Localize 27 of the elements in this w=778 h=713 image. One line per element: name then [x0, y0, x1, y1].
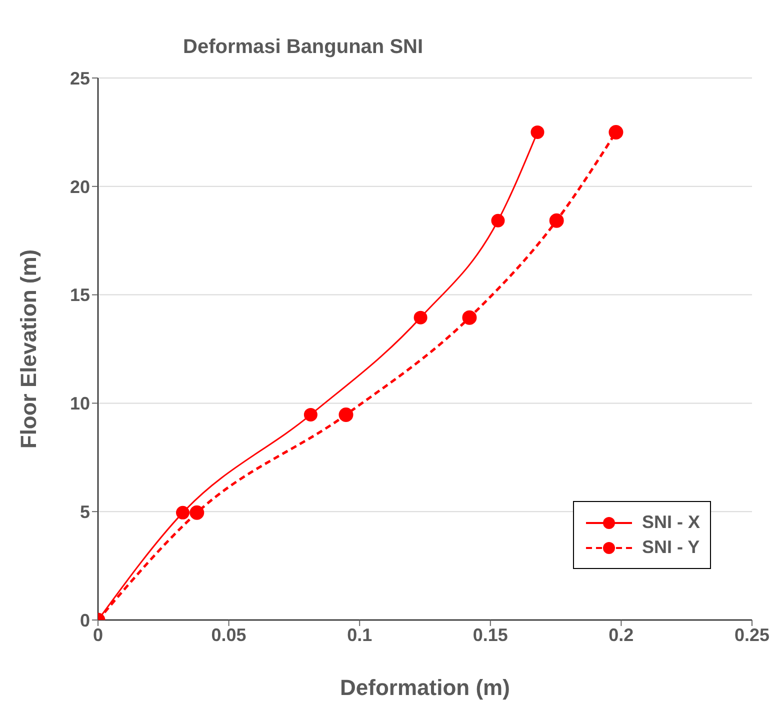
y-tick-label: 0	[80, 610, 90, 630]
point	[549, 213, 564, 228]
point	[338, 407, 354, 422]
chart-title: Deformasi Bangunan SNI	[183, 36, 424, 59]
point	[491, 214, 505, 228]
x-tick-label: 0.1	[347, 624, 372, 645]
y-tick-label: 15	[70, 285, 90, 306]
legend-label: SNI - Y	[642, 537, 700, 558]
point	[414, 310, 428, 324]
point	[462, 310, 477, 325]
point	[176, 506, 190, 520]
x-tick-label: 0.15	[472, 624, 508, 645]
x-axis-title: Deformation (m)	[340, 675, 510, 700]
x-tick-label: 0.2	[608, 624, 634, 645]
point	[304, 408, 318, 422]
y-tick-label: 20	[70, 176, 90, 197]
x-tick-label: 0.25	[734, 624, 770, 645]
y-tick-label: 5	[80, 502, 90, 522]
point	[530, 125, 544, 139]
x-tick-label: 0	[92, 624, 104, 645]
point	[190, 505, 204, 520]
x-tick-label: 0.05	[211, 624, 246, 645]
y-tick-label: 10	[70, 394, 90, 414]
y-tick-label: 25	[70, 68, 90, 88]
point	[608, 124, 624, 140]
y-axis-title: Floor Elevation (m)	[16, 249, 41, 449]
legend-label: SNI - X	[642, 512, 700, 533]
